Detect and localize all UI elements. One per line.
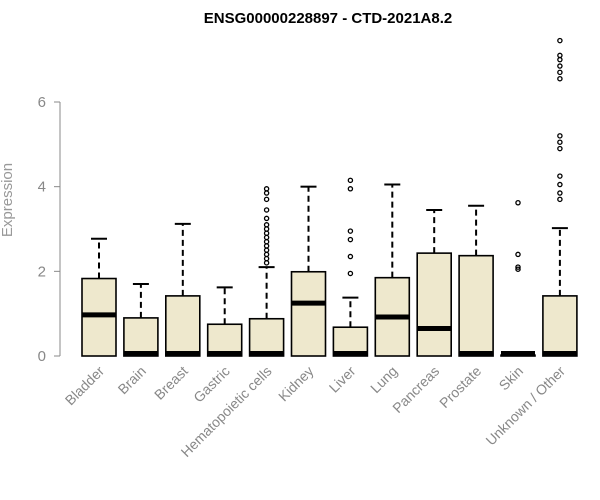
box-brain xyxy=(123,283,159,357)
box-skin xyxy=(500,200,536,357)
outlier-point xyxy=(263,260,270,266)
outlier-point xyxy=(263,234,270,241)
outlier-point xyxy=(557,139,563,145)
y-axis: 0 2 4 6 xyxy=(38,94,61,365)
outlier-point xyxy=(347,253,354,260)
x-tick-label: Skin xyxy=(496,363,527,394)
box-rect xyxy=(123,317,159,357)
outlier-point xyxy=(347,177,354,184)
outlier-point xyxy=(515,264,521,270)
outlier-point xyxy=(515,266,521,272)
outlier-point xyxy=(557,190,563,196)
x-tick-label: Kidney xyxy=(275,363,317,405)
box-rect xyxy=(290,270,327,357)
outlier-point xyxy=(263,226,270,232)
outlier-point xyxy=(263,215,270,222)
outlier-point xyxy=(515,251,521,258)
boxes-group xyxy=(81,37,578,357)
chart-title: ENSG00000228897 - CTD-2021A8.2 xyxy=(204,10,452,27)
outlier-point xyxy=(263,251,270,258)
box-rect xyxy=(206,323,243,357)
outlier-point xyxy=(557,56,563,63)
outlier-point xyxy=(557,196,563,203)
y-tick-label: 4 xyxy=(38,179,46,196)
outlier-point xyxy=(347,270,354,277)
y-tick-label: 6 xyxy=(38,94,46,111)
box-breast xyxy=(165,222,201,357)
outlier-point xyxy=(557,37,563,44)
outlier-point xyxy=(263,207,270,213)
x-tick-label: Breast xyxy=(151,363,191,403)
outlier-point xyxy=(557,133,563,139)
box-rect xyxy=(542,295,578,357)
outlier-point xyxy=(557,181,563,188)
box-pancreas xyxy=(416,208,453,357)
box-rect xyxy=(416,252,453,357)
outlier-point xyxy=(347,236,354,243)
outlier-point xyxy=(263,186,270,192)
y-tick-label: 2 xyxy=(38,263,46,280)
x-tick-label: Bladder xyxy=(62,363,108,409)
box-unknown-other xyxy=(542,37,578,357)
y-tick-label: 0 xyxy=(38,348,46,365)
outlier-point xyxy=(263,230,270,236)
outlier-point xyxy=(557,63,563,69)
outlier-point xyxy=(263,238,270,245)
box-hematopoietic-cells xyxy=(248,186,285,357)
outlier-point xyxy=(347,228,354,234)
x-tick-label: Lung xyxy=(367,363,400,396)
x-tick-label: Liver xyxy=(326,363,359,396)
x-tick-label: Brain xyxy=(115,363,149,397)
box-bladder xyxy=(81,237,117,357)
outlier-point xyxy=(557,145,563,152)
x-tick-label: Prostate xyxy=(436,363,484,411)
x-tick-label: Unknown / Other xyxy=(482,363,568,449)
box-gastric xyxy=(206,286,243,357)
outlier-point xyxy=(557,173,563,179)
box-rect xyxy=(248,317,285,357)
box-rect xyxy=(165,295,201,357)
outlier-point xyxy=(557,52,563,59)
outlier-point xyxy=(263,190,270,196)
outlier-point xyxy=(263,222,270,228)
outlier-point xyxy=(557,75,563,82)
outlier-point xyxy=(263,255,270,262)
box-prostate xyxy=(458,204,494,357)
box-lung xyxy=(374,183,411,357)
box-kidney xyxy=(290,185,327,357)
outlier-point xyxy=(347,186,354,192)
outlier-point xyxy=(263,196,270,203)
x-tick-label: Pancreas xyxy=(389,363,442,416)
outlier-point xyxy=(557,69,563,76)
box-rect xyxy=(458,254,494,357)
outlier-point xyxy=(515,200,521,206)
outlier-point xyxy=(263,247,270,253)
y-axis-label: Expression xyxy=(0,163,16,237)
outlier-point xyxy=(263,243,270,249)
box-liver xyxy=(332,177,369,357)
